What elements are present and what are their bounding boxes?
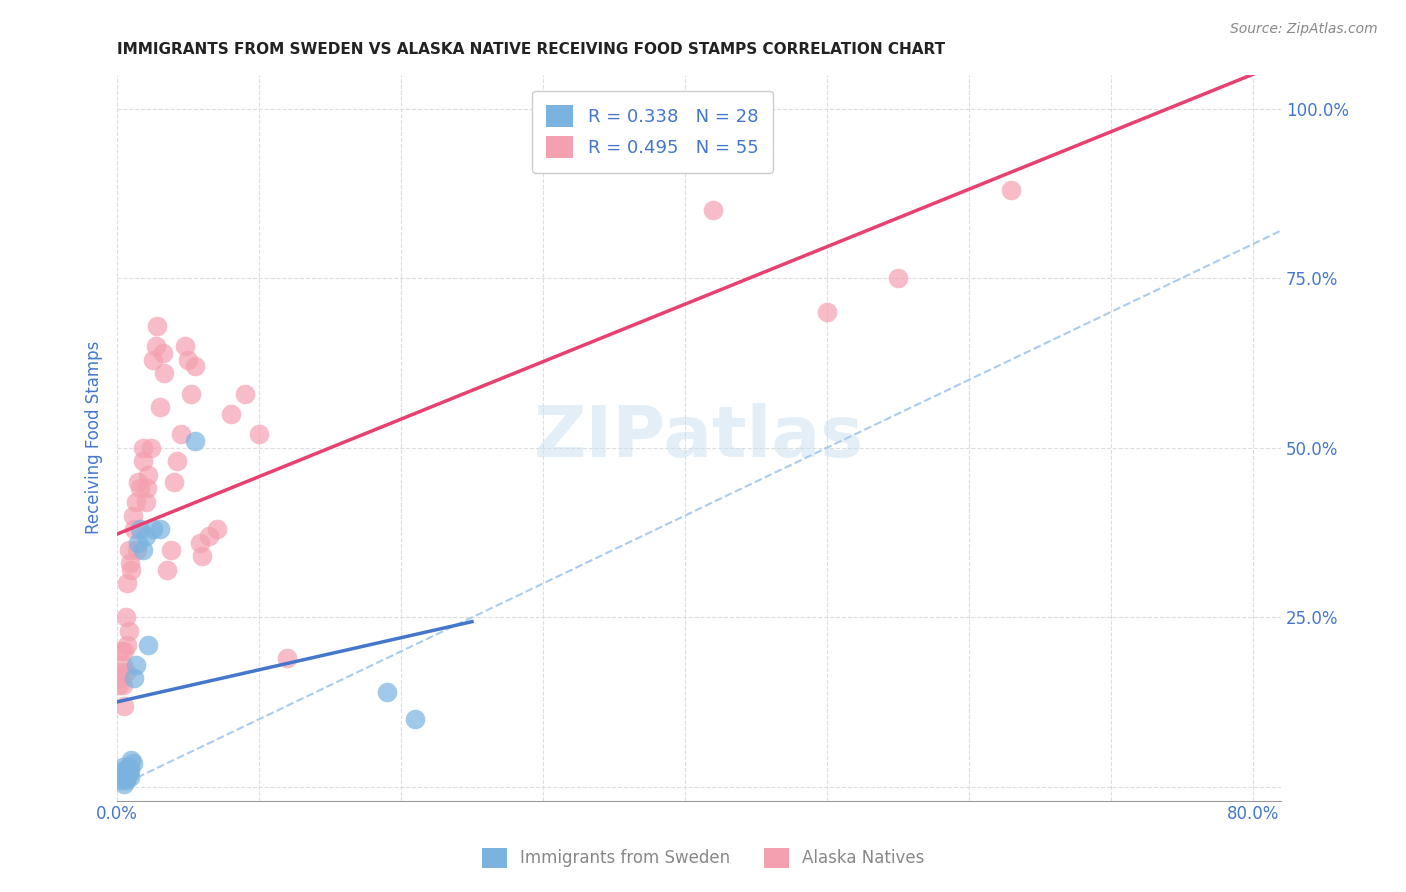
- Point: [112, 698, 135, 713]
- Point: [124, 495, 146, 509]
- Point: [152, 346, 174, 360]
- Point: [132, 441, 155, 455]
- Point: [135, 529, 157, 543]
- Point: [121, 756, 143, 771]
- Point: [112, 763, 135, 777]
- Text: Source: ZipAtlas.com: Source: ZipAtlas.com: [1230, 22, 1378, 37]
- Point: [114, 665, 136, 679]
- Point: [141, 441, 163, 455]
- Point: [1000, 183, 1022, 197]
- Point: [149, 400, 172, 414]
- Point: [111, 770, 134, 784]
- Point: [132, 454, 155, 468]
- Point: [115, 638, 138, 652]
- Point: [815, 305, 838, 319]
- Point: [132, 542, 155, 557]
- Point: [110, 672, 132, 686]
- Point: [117, 766, 139, 780]
- Point: [247, 427, 270, 442]
- Point: [156, 563, 179, 577]
- Point: [142, 352, 165, 367]
- Point: [191, 549, 214, 564]
- Point: [122, 672, 145, 686]
- Text: ZIPatlas: ZIPatlas: [534, 403, 865, 472]
- Point: [118, 556, 141, 570]
- Point: [142, 522, 165, 536]
- Point: [125, 542, 148, 557]
- Point: [117, 760, 139, 774]
- Point: [163, 475, 186, 489]
- Point: [276, 651, 298, 665]
- Point: [702, 203, 724, 218]
- Point: [114, 773, 136, 788]
- Point: [115, 770, 138, 784]
- Point: [166, 454, 188, 468]
- Point: [149, 522, 172, 536]
- Point: [153, 366, 176, 380]
- Point: [219, 407, 242, 421]
- Point: [124, 657, 146, 672]
- Point: [404, 712, 426, 726]
- Point: [184, 359, 207, 374]
- Point: [127, 475, 149, 489]
- Point: [114, 766, 136, 780]
- Point: [120, 563, 142, 577]
- Point: [198, 529, 221, 543]
- Point: [233, 386, 256, 401]
- Legend: R = 0.338   N = 28, R = 0.495   N = 55: R = 0.338 N = 28, R = 0.495 N = 55: [531, 91, 773, 173]
- Point: [138, 638, 160, 652]
- Point: [160, 542, 183, 557]
- Point: [188, 535, 211, 549]
- Y-axis label: Receiving Food Stamps: Receiving Food Stamps: [86, 341, 103, 534]
- Point: [120, 753, 142, 767]
- Point: [138, 467, 160, 482]
- Point: [111, 657, 134, 672]
- Point: [146, 318, 169, 333]
- Point: [122, 522, 145, 536]
- Point: [128, 482, 150, 496]
- Point: [205, 522, 228, 536]
- Point: [111, 760, 134, 774]
- Point: [118, 763, 141, 777]
- Point: [135, 495, 157, 509]
- Point: [110, 644, 132, 658]
- Point: [180, 386, 202, 401]
- Point: [184, 434, 207, 448]
- Point: [121, 508, 143, 523]
- Point: [375, 685, 398, 699]
- Point: [117, 624, 139, 638]
- Legend: Immigrants from Sweden, Alaska Natives: Immigrants from Sweden, Alaska Natives: [475, 841, 931, 875]
- Point: [174, 339, 197, 353]
- Point: [112, 777, 135, 791]
- Point: [177, 352, 200, 367]
- Point: [128, 522, 150, 536]
- Point: [107, 678, 129, 692]
- Point: [115, 763, 138, 777]
- Point: [136, 482, 159, 496]
- Point: [170, 427, 193, 442]
- Point: [108, 665, 131, 679]
- Text: IMMIGRANTS FROM SWEDEN VS ALASKA NATIVE RECEIVING FOOD STAMPS CORRELATION CHART: IMMIGRANTS FROM SWEDEN VS ALASKA NATIVE …: [117, 42, 945, 57]
- Point: [115, 576, 138, 591]
- Point: [117, 542, 139, 557]
- Point: [110, 766, 132, 780]
- Point: [145, 339, 167, 353]
- Point: [112, 644, 135, 658]
- Point: [127, 535, 149, 549]
- Point: [887, 271, 910, 285]
- Point: [114, 610, 136, 624]
- Point: [111, 678, 134, 692]
- Point: [108, 773, 131, 788]
- Point: [118, 770, 141, 784]
